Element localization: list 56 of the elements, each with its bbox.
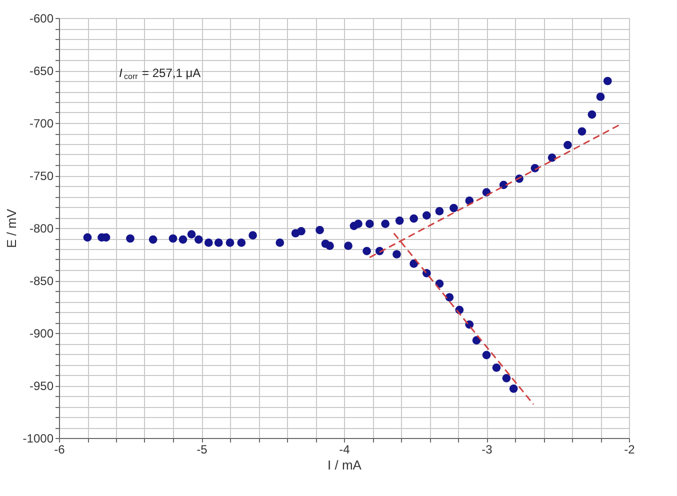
point (482, 350, 491, 360)
point (316, 226, 324, 234)
point (226, 238, 234, 247)
point (509, 384, 518, 393)
y-axis-title: E / mV (4, 208, 19, 248)
point (178, 235, 188, 244)
point (395, 216, 404, 225)
y-tick-label: -800 (29, 222, 54, 236)
point (354, 220, 362, 228)
point (148, 235, 158, 244)
point (344, 242, 352, 250)
point (365, 220, 374, 228)
x-tick-label: -2 (624, 442, 636, 456)
point (187, 230, 196, 238)
point (410, 260, 418, 268)
x-axis-title: I / mA (328, 458, 362, 472)
point (450, 204, 458, 212)
point (588, 110, 596, 119)
point (297, 226, 306, 236)
x-tick-label: -6 (54, 442, 66, 456)
x-tick-label: -5 (196, 442, 208, 456)
point (472, 336, 481, 345)
point (548, 153, 556, 162)
y-tick-label: -950 (29, 379, 54, 393)
point (502, 374, 511, 382)
y-tick-label: -750 (29, 169, 54, 183)
point (603, 76, 612, 86)
point (194, 235, 203, 244)
point (248, 231, 257, 240)
point (392, 250, 401, 258)
point (326, 242, 334, 250)
point (276, 238, 284, 247)
y-tick-label: -650 (29, 64, 54, 78)
point (410, 214, 418, 223)
point (381, 220, 390, 228)
y-tick-label: -1000 (22, 432, 54, 446)
x-tick-label: -4 (339, 442, 350, 456)
y-tick-label: -900 (29, 326, 54, 340)
point (445, 293, 454, 302)
point (362, 246, 371, 256)
point (435, 207, 444, 216)
point (564, 140, 572, 150)
point (422, 211, 431, 220)
x-tick-label: -3 (482, 442, 493, 456)
point (214, 238, 223, 247)
point (578, 127, 586, 136)
y-tick-label: -700 (29, 116, 54, 130)
point (126, 234, 134, 243)
point (596, 92, 605, 101)
point (168, 234, 178, 243)
point (83, 233, 92, 242)
point (237, 238, 246, 247)
point (204, 238, 213, 247)
point (492, 363, 501, 372)
y-tick-label: -850 (29, 274, 54, 288)
y-tick-label: -600 (29, 12, 54, 26)
